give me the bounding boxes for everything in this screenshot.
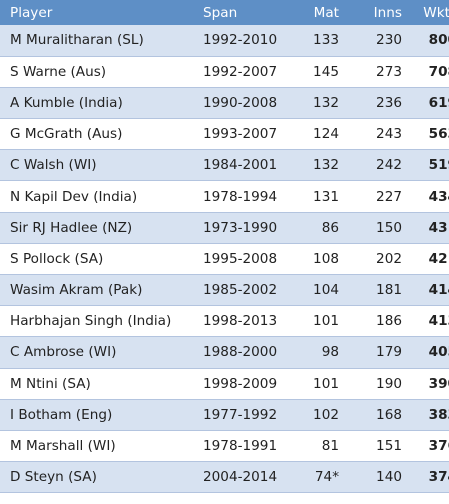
cell-mat: 133 (299, 25, 339, 57)
cell-player: A Kumble (India) (0, 87, 201, 120)
cell-player: Wasim Akram (Pak) (0, 274, 201, 307)
cell-player: C Walsh (WI) (0, 149, 201, 182)
cell-inns: 242 (339, 149, 402, 182)
cell-player: M Ntini (SA) (0, 368, 201, 400)
cell-player: M Muralitharan (SL) (0, 25, 201, 57)
cell-player: M Marshall (WI) (0, 430, 201, 463)
cell-inns: 227 (339, 180, 402, 213)
table-row: Sir RJ Hadlee (NZ) 1973-1990 86 150 431 (0, 212, 449, 244)
table-row: I Botham (Eng) 1977-1992 102 168 383 (0, 399, 449, 431)
cell-mat: 124 (299, 118, 339, 151)
table-body: M Muralitharan (SL) 1992-2010 133 230 80… (0, 25, 449, 494)
cell-inns: 186 (339, 305, 402, 338)
table-row: C Walsh (WI) 1984-2001 132 242 519 (0, 149, 449, 182)
cell-player: D Steyn (SA) (0, 461, 201, 494)
header-mat[interactable]: Mat (313, 4, 339, 21)
cell-player: S Pollock (SA) (0, 243, 201, 276)
cell-wkts: 383 (402, 399, 449, 431)
cell-span: 1998-2009 (201, 368, 299, 400)
cell-player: N Kapil Dev (India) (0, 180, 201, 213)
table-row: C Ambrose (WI) 1988-2000 98 179 405 (0, 336, 449, 369)
cell-mat: 102 (299, 399, 339, 431)
cell-mat: 131 (299, 180, 339, 213)
cell-wkts: 619 (402, 87, 449, 120)
table-row: M Ntini (SA) 1998-2009 101 190 390 (0, 368, 449, 400)
cell-inns: 273 (339, 56, 402, 88)
cell-wkts: 421 (402, 243, 449, 276)
cell-span: 1995-2008 (201, 243, 299, 276)
cell-mat: 104 (299, 274, 339, 307)
cell-span: 1992-2010 (201, 25, 299, 57)
table-row: G McGrath (Aus) 1993-2007 124 243 563 (0, 118, 449, 151)
cell-wkts: 431 (402, 212, 449, 244)
cell-mat: 101 (299, 305, 339, 338)
table-row: M Muralitharan (SL) 1992-2010 133 230 80… (0, 25, 449, 57)
table-row: M Marshall (WI) 1978-1991 81 151 376 (0, 430, 449, 463)
cell-span: 1984-2001 (201, 149, 299, 182)
cell-inns: 150 (339, 212, 402, 244)
cell-inns: 230 (339, 25, 402, 57)
cell-span: 1973-1990 (201, 212, 299, 244)
cell-wkts: 434 (402, 180, 449, 213)
cell-inns: 179 (339, 336, 402, 369)
cell-span: 1992-2007 (201, 56, 299, 88)
table-row: Harbhajan Singh (India) 1998-2013 101 18… (0, 305, 449, 338)
cell-player: Sir RJ Hadlee (NZ) (0, 212, 201, 244)
cell-span: 1998-2013 (201, 305, 299, 338)
cell-span: 1990-2008 (201, 87, 299, 120)
cell-player: I Botham (Eng) (0, 399, 201, 431)
cell-wkts: 374 (402, 461, 449, 494)
cell-mat: 145 (299, 56, 339, 88)
cell-span: 1988-2000 (201, 336, 299, 369)
header-span[interactable]: Span (203, 4, 238, 21)
table-row: A Kumble (India) 1990-2008 132 236 619 (0, 87, 449, 120)
cell-player: Harbhajan Singh (India) (0, 305, 201, 338)
table-row: N Kapil Dev (India) 1978-1994 131 227 43… (0, 180, 449, 213)
cell-wkts: 414 (402, 274, 449, 307)
cell-mat: 132 (299, 149, 339, 182)
cell-wkts: 563 (402, 118, 449, 151)
table-header-row: Player Span Mat Inns Wkts (0, 0, 449, 25)
cell-span: 1993-2007 (201, 118, 299, 151)
cell-inns: 181 (339, 274, 402, 307)
cell-player: G McGrath (Aus) (0, 118, 201, 151)
header-player[interactable]: Player (10, 4, 53, 21)
cell-wkts: 708 (402, 56, 449, 88)
table-row: Wasim Akram (Pak) 1985-2002 104 181 414 (0, 274, 449, 307)
cell-player: C Ambrose (WI) (0, 336, 201, 369)
cell-wkts: 413 (402, 305, 449, 338)
cell-inns: 168 (339, 399, 402, 431)
cell-mat: 108 (299, 243, 339, 276)
table-row: S Warne (Aus) 1992-2007 145 273 708 (0, 56, 449, 88)
cell-inns: 243 (339, 118, 402, 151)
cell-wkts: 405 (402, 336, 449, 369)
cell-player: S Warne (Aus) (0, 56, 201, 88)
table-row: D Steyn (SA) 2004-2014 74* 140 374 (0, 461, 449, 494)
cell-mat: 74* (299, 461, 339, 494)
cell-mat: 132 (299, 87, 339, 120)
cell-mat: 98 (299, 336, 339, 369)
cell-wkts: 519 (402, 149, 449, 182)
cell-span: 1978-1994 (201, 180, 299, 213)
table-row: S Pollock (SA) 1995-2008 108 202 421 (0, 243, 449, 276)
cell-inns: 151 (339, 430, 402, 463)
cell-inns: 140 (339, 461, 402, 494)
cell-span: 2004-2014 (201, 461, 299, 494)
cell-span: 1978-1991 (201, 430, 299, 463)
cell-mat: 101 (299, 368, 339, 400)
cell-span: 1985-2002 (201, 274, 299, 307)
header-wkts[interactable]: Wkts (423, 4, 449, 21)
cell-inns: 202 (339, 243, 402, 276)
cell-wkts: 390 (402, 368, 449, 400)
cell-mat: 81 (299, 430, 339, 463)
cell-inns: 190 (339, 368, 402, 400)
cell-wkts: 376 (402, 430, 449, 463)
cell-span: 1977-1992 (201, 399, 299, 431)
cell-inns: 236 (339, 87, 402, 120)
header-inns[interactable]: Inns (373, 4, 402, 21)
cell-wkts: 800 (402, 25, 449, 57)
cell-mat: 86 (299, 212, 339, 244)
